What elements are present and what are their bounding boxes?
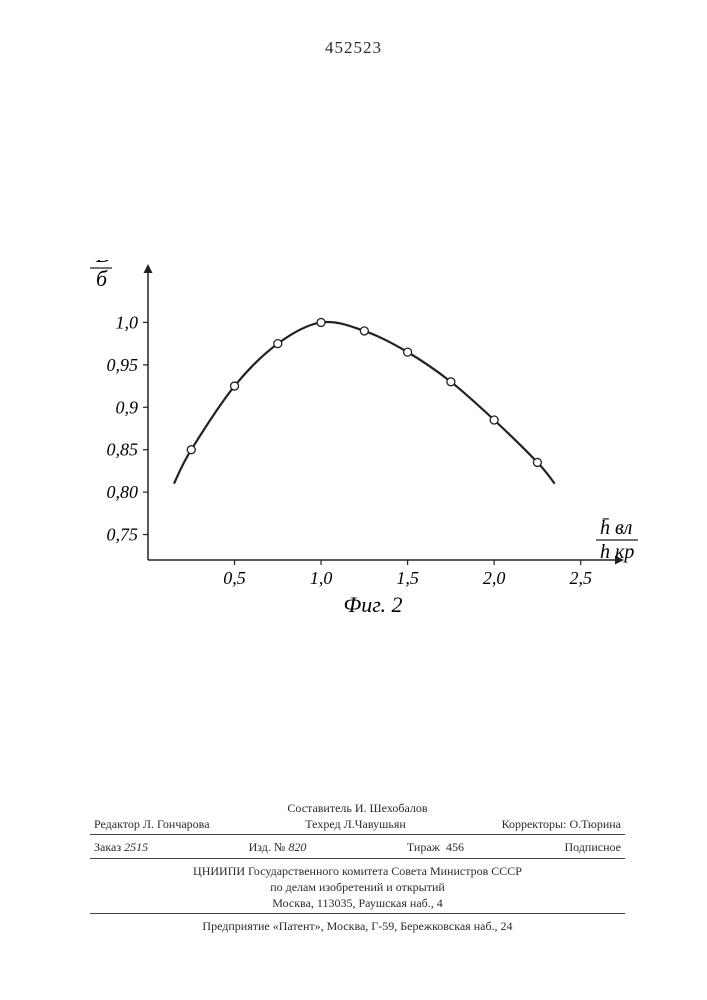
svg-text:1,5: 1,5 [396, 568, 419, 588]
editorial-row: Редактор Л. Гончарова Техред Л.Чавушьян … [90, 816, 625, 832]
techred-label: Техред [305, 817, 340, 831]
org-line-2: по делам изобретений и открытий [90, 879, 625, 895]
document-number: 452523 [0, 38, 707, 58]
org-line-3: Москва, 113035, Раушская наб., 4 [90, 895, 625, 911]
izd-value: 820 [288, 840, 306, 854]
svg-text:0,80: 0,80 [107, 482, 139, 502]
print-row: Заказ 2515 Изд. № 820 Тираж 456 Подписно… [90, 839, 625, 855]
compiler-line: Составитель И. Шехобалов [90, 800, 625, 816]
svg-text:h кр: h кр [600, 541, 634, 563]
svg-text:2,0: 2,0 [483, 568, 506, 588]
chart-svg: 0,750,800,850,90,951,00,51,01,52,02,5Dбh… [78, 260, 638, 640]
figure-2-chart: 0,750,800,850,90,951,00,51,01,52,02,5Dбh… [78, 260, 638, 640]
svg-text:2,5: 2,5 [569, 568, 592, 588]
footer-rule-3 [90, 913, 625, 914]
svg-text:Фиг. 2: Фиг. 2 [344, 592, 403, 617]
svg-text:0,75: 0,75 [107, 525, 139, 545]
editor-name: Л. Гончарова [143, 817, 210, 831]
corrector-name: О.Тюрина [569, 817, 621, 831]
techred-name: Л.Чавушьян [344, 817, 406, 831]
subscribe-label: Подписное [564, 839, 621, 855]
editor-label: Редактор [94, 817, 140, 831]
tirazh-label: Тираж [407, 840, 440, 854]
order-value: 2515 [124, 840, 148, 854]
svg-text:1,0: 1,0 [310, 568, 333, 588]
tirazh-value: 456 [446, 840, 464, 854]
svg-text:h̄ вл: h̄ вл [600, 517, 633, 539]
press-line: Предприятие «Патент», Москва, Г-59, Бере… [90, 918, 625, 934]
publication-footer: Составитель И. Шехобалов Редактор Л. Гон… [90, 800, 625, 934]
svg-text:б: б [96, 266, 108, 291]
org-line-1: ЦНИИПИ Государственного комитета Совета … [90, 863, 625, 879]
footer-rule-1 [90, 834, 625, 835]
svg-text:0,95: 0,95 [107, 355, 139, 375]
svg-text:1,0: 1,0 [116, 312, 139, 332]
footer-rule-2 [90, 858, 625, 859]
order-label: Заказ [94, 840, 121, 854]
corrector-label: Корректоры: [502, 817, 567, 831]
izd-label: Изд. № [249, 840, 286, 854]
svg-text:0,85: 0,85 [107, 440, 139, 460]
svg-text:0,5: 0,5 [223, 568, 246, 588]
svg-text:0,9: 0,9 [116, 397, 139, 417]
